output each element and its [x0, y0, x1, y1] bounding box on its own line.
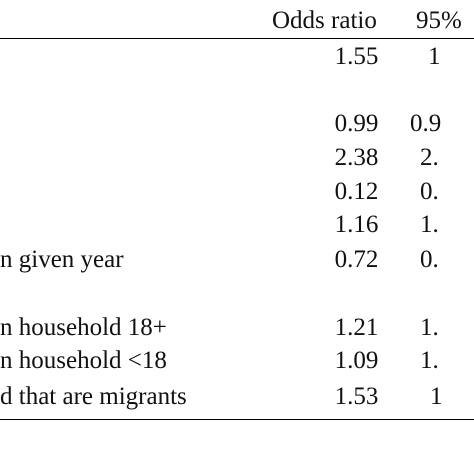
row-label: n household <18 — [0, 347, 167, 374]
row-ci: 1. — [420, 347, 439, 374]
row-odds-ratio: 1.53 — [334, 383, 379, 410]
row-label: n household 18+ — [0, 314, 167, 341]
header-ci: 95% — [416, 7, 462, 34]
row-odds-ratio: 1.55 — [334, 43, 379, 70]
row-ci: 1. — [420, 314, 439, 341]
row-odds-ratio: 2.38 — [334, 144, 379, 171]
row-ci: 0.9 — [410, 110, 442, 137]
bottom-rule — [0, 419, 474, 420]
row-label: n given year — [0, 246, 124, 273]
row-odds-ratio: 1.09 — [334, 347, 379, 374]
row-odds-ratio: 1.21 — [334, 314, 379, 341]
header-rule — [0, 38, 474, 39]
header-odds-ratio: Odds ratio — [272, 7, 377, 34]
row-ci: 2. — [420, 144, 439, 171]
row-ci: 0. — [420, 246, 439, 273]
row-ci: 1. — [420, 211, 439, 238]
row-odds-ratio: 0.72 — [334, 246, 379, 273]
row-odds-ratio: 1.16 — [334, 211, 379, 238]
row-odds-ratio: 0.99 — [334, 110, 379, 137]
row-ci: 0. — [420, 178, 439, 205]
row-odds-ratio: 0.12 — [334, 178, 379, 205]
row-ci: 1 — [428, 43, 441, 70]
row-ci: 1 — [430, 383, 443, 410]
row-label: d that are migrants — [0, 383, 187, 410]
